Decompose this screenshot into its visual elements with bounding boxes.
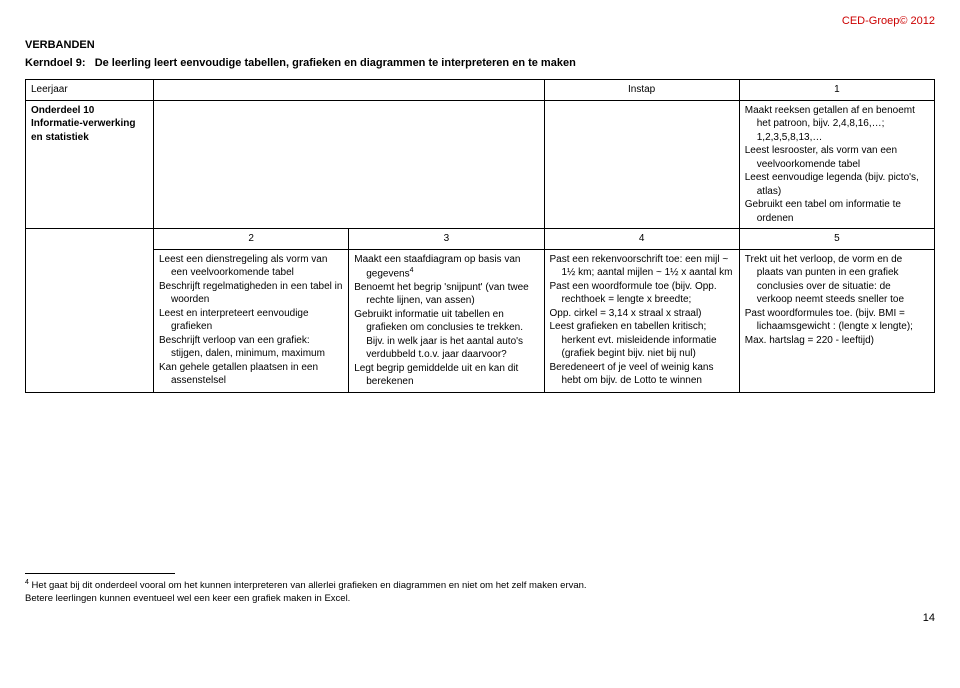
kerndoel-line: Kerndoel 9: De leerling leert eenvoudige… xyxy=(25,57,935,69)
table-row: Onderdeel 10 Informatie-verwerking en st… xyxy=(26,100,935,229)
cell-level5-body: Trekt uit het verloop, de vorm en de pla… xyxy=(739,249,934,392)
onderdeel-title: Onderdeel 10 xyxy=(31,105,94,116)
cell-left-empty xyxy=(26,229,154,393)
table-row: Leerjaar Instap 1 xyxy=(26,80,935,101)
cell-level1-body: Maakt reeksen getallen af en benoemt het… xyxy=(739,100,934,229)
table-row: Leest een dienstregeling als vorm van ee… xyxy=(26,249,935,392)
page-number: 14 xyxy=(25,612,935,624)
copyright-line: CED-Groep© 2012 xyxy=(25,15,935,27)
cell-level4-body: Past een rekenvoorschrift toe: een mijl … xyxy=(544,249,739,392)
cell-head-5: 5 xyxy=(739,229,934,250)
footnote-text: Het gaat bij dit onderdeel vooral om het… xyxy=(25,580,587,604)
footnote-number: 4 xyxy=(25,579,29,586)
cell-head-4: 4 xyxy=(544,229,739,250)
onderdeel-sub: Informatie-verwerking en statistiek xyxy=(31,118,135,143)
cell-empty xyxy=(154,100,545,229)
footnote: 4 Het gaat bij dit onderdeel vooral om h… xyxy=(25,578,935,606)
cell-instap-body xyxy=(544,100,739,229)
cell-head-2: 2 xyxy=(154,229,349,250)
cell-1-head: 1 xyxy=(739,80,934,101)
table-row: 2 3 4 5 xyxy=(26,229,935,250)
curriculum-table: Leerjaar Instap 1 Onderdeel 10 Informati… xyxy=(25,79,935,393)
cell-level2-body: Leest een dienstregeling als vorm van ee… xyxy=(154,249,349,392)
kerndoel-label: Kerndoel 9: xyxy=(25,57,86,69)
cell-head-3: 3 xyxy=(349,229,544,250)
cell-level3-body: Maakt een staafdiagram op basis van gege… xyxy=(349,249,544,392)
section-title: VERBANDEN xyxy=(25,39,935,51)
cell-onderdeel: Onderdeel 10 Informatie-verwerking en st… xyxy=(26,100,154,229)
cell-leerjaar: Leerjaar xyxy=(26,80,154,101)
footnote-divider xyxy=(25,573,175,574)
cell-instap-head: Instap xyxy=(544,80,739,101)
kerndoel-text: De leerling leert eenvoudige tabellen, g… xyxy=(95,57,576,69)
cell-empty xyxy=(154,80,545,101)
